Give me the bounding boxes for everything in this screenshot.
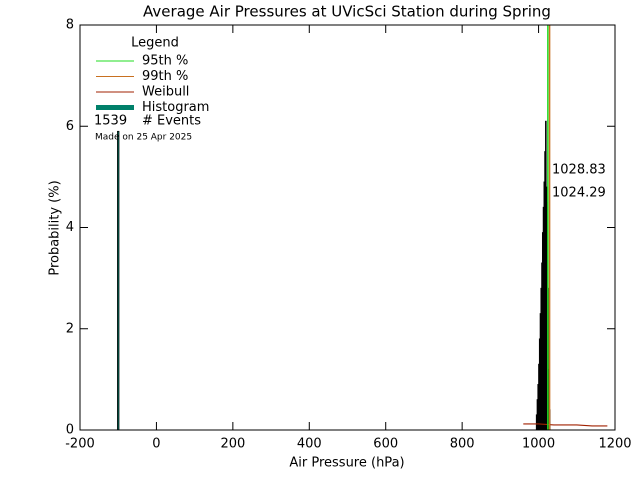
- x-tick-label: 600: [373, 437, 398, 452]
- legend-label: 95th %: [142, 54, 188, 69]
- y-tick-label: 6: [66, 119, 74, 134]
- histogram-bar: [117, 130, 120, 431]
- x-tick-label: 0: [152, 437, 160, 452]
- weibull-line: [523, 423, 608, 427]
- footnote: Made on 25 Apr 2025: [95, 133, 192, 143]
- y-axis-label: Probability (%): [48, 180, 63, 275]
- x-tick-label: 400: [297, 437, 322, 452]
- x-tick-label: 200: [220, 437, 245, 452]
- events-count: 1539: [94, 114, 127, 129]
- x-axis-label: Air Pressure (hPa): [289, 456, 404, 471]
- y-tick-label: 2: [66, 321, 74, 336]
- x-tick-label: -200: [65, 437, 95, 452]
- events-label: # Events: [142, 114, 201, 129]
- chart-title: Average Air Pressures at UVicSci Station…: [143, 3, 551, 21]
- legend-label: Histogram: [142, 100, 209, 115]
- percentile-label: 1024.29: [552, 186, 606, 201]
- y-tick-label: 8: [66, 18, 74, 33]
- y-tick-label: 0: [66, 423, 74, 438]
- percentile-label: 1028.83: [552, 163, 606, 178]
- x-tick-label: 800: [450, 437, 475, 452]
- legend-label: Weibull: [142, 85, 189, 100]
- legend-label: 99th %: [142, 69, 188, 84]
- x-tick-label: 1000: [522, 437, 555, 452]
- y-tick-label: 4: [66, 220, 74, 235]
- x-tick-label: 1200: [598, 437, 631, 452]
- legend-title: Legend: [131, 36, 179, 51]
- plot-frame: [79, 24, 616, 431]
